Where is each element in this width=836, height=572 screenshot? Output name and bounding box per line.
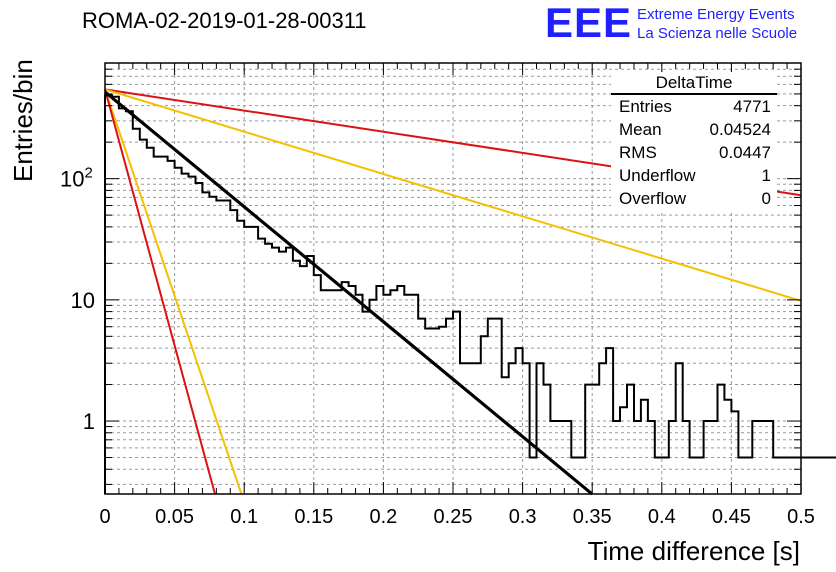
stats-value: 1 <box>761 166 771 185</box>
plot-area <box>104 88 836 496</box>
stats-row-underflow: Underflow 1 <box>611 164 777 187</box>
x-tick-label: 0.4 <box>648 506 676 528</box>
stats-label: Entries <box>619 97 672 116</box>
y-tick-label-base: 10 <box>60 167 84 192</box>
x-tick-label: 0.2 <box>369 506 397 528</box>
x-tick-label: 0.1 <box>230 506 258 528</box>
x-tick-label: 0.45 <box>712 506 751 528</box>
stats-box: DeltaTime Entries 4771 Mean 0.04524 RMS … <box>611 72 777 210</box>
x-tick-label: 0.3 <box>509 506 537 528</box>
stats-title: DeltaTime <box>611 72 777 95</box>
fit-line-3 <box>104 89 243 495</box>
x-tick-label: 0.25 <box>434 506 473 528</box>
brand-line-2: La Scienza nelle Scuole <box>637 25 798 42</box>
x-tick-label: 0.05 <box>155 506 194 528</box>
axes: 0 0.05 0.1 0.15 0.2 0.25 0.3 0.35 0.4 0.45 0.51101… <box>60 62 815 528</box>
stats-row-mean: Mean 0.04524 <box>611 118 777 141</box>
fit-line-main <box>104 90 594 496</box>
histogram-outline <box>104 94 836 494</box>
stats-value: 0 <box>761 189 771 208</box>
y-tick-label: 1 <box>83 409 95 434</box>
eee-logo: EEE <box>545 0 633 46</box>
y-axis-label: Entries/bin <box>8 59 38 182</box>
y-tick-label: 10 <box>71 288 95 313</box>
x-tick-label: 0.15 <box>294 506 333 528</box>
brand-line-1: Extreme Energy Events <box>637 6 795 23</box>
x-axis-label: Time difference [s] <box>588 536 800 566</box>
stats-row-entries: Entries 4771 <box>611 95 777 118</box>
x-tick-label: 0 <box>99 506 110 528</box>
stats-value: 0.0447 <box>719 143 771 162</box>
y-tick-label: 102 <box>60 165 93 192</box>
stats-value: 0.04524 <box>709 120 771 139</box>
fit-line-4 <box>104 89 216 495</box>
fit-line-2 <box>104 88 802 302</box>
stats-row-overflow: Overflow 0 <box>611 187 777 210</box>
x-tick-label: 0.35 <box>573 506 612 528</box>
stats-label: RMS <box>619 143 657 162</box>
stats-row-rms: RMS 0.0447 <box>611 141 777 164</box>
stats-label: Mean <box>619 120 662 139</box>
x-tick-label: 0.5 <box>787 506 815 528</box>
stats-label: Overflow <box>619 189 687 208</box>
y-tick-label-exponent: 2 <box>84 165 92 182</box>
stats-label: Underflow <box>619 166 696 185</box>
chart-title: ROMA-02-2019-01-28-00311 <box>82 8 367 33</box>
stats-value: 4771 <box>733 97 771 116</box>
